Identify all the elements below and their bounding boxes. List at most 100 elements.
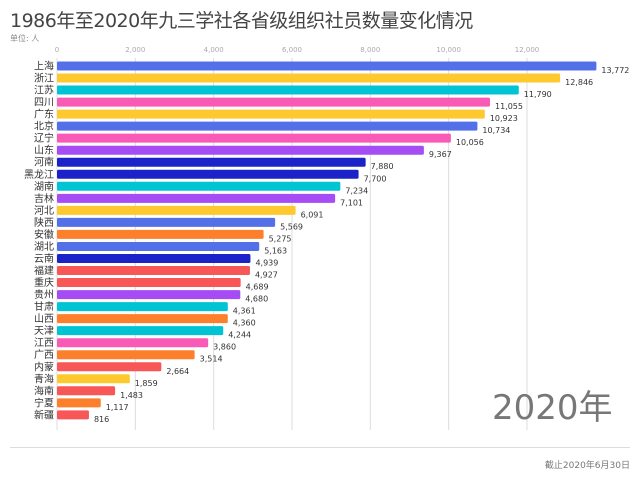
category-label: 浙江 <box>34 73 54 85</box>
category-label: 陕西 <box>34 216 54 229</box>
category-label: 江苏 <box>34 84 54 97</box>
bar <box>57 302 228 312</box>
bar <box>57 266 250 276</box>
value-label: 1,117 <box>106 403 129 412</box>
x-tick-label: 6,000 <box>282 46 302 54</box>
bar <box>57 145 424 155</box>
value-label: 7,101 <box>340 198 363 207</box>
bar <box>57 338 209 348</box>
as-of-date: 截止2020年6月30日 <box>544 461 630 471</box>
bar <box>57 362 162 372</box>
category-label: 湖北 <box>34 241 54 253</box>
category-label: 安徽 <box>34 228 54 241</box>
value-label: 7,700 <box>364 174 387 183</box>
bar <box>57 410 89 420</box>
category-label: 天津 <box>34 325 54 337</box>
chart-title: 1986年至2020年九三学社各省级组织社员数量变化情况 <box>10 10 473 32</box>
bar <box>57 374 130 384</box>
bar-chart: 0 2,000 4,000 6,000 8,000 10,000 12,000 上海 13,77… <box>24 46 629 430</box>
value-label: 4,927 <box>255 271 278 280</box>
bar <box>57 133 451 143</box>
bar <box>57 73 561 83</box>
value-label: 4,939 <box>255 258 278 267</box>
bar <box>57 61 597 71</box>
value-label: 10,734 <box>482 126 510 135</box>
value-label: 5,275 <box>269 234 292 243</box>
category-label: 云南 <box>34 252 54 265</box>
category-label: 青海 <box>34 372 54 385</box>
category-label: 四川 <box>34 98 54 109</box>
category-label: 上海 <box>34 60 54 73</box>
category-label: 贵州 <box>34 288 54 301</box>
value-label: 10,923 <box>490 114 518 123</box>
value-label: 4,360 <box>233 319 256 328</box>
category-label: 山西 <box>34 313 54 325</box>
value-label: 11,055 <box>495 102 523 111</box>
bar <box>57 193 336 203</box>
category-label: 河北 <box>34 205 54 217</box>
footer-divider <box>10 447 630 448</box>
bar <box>57 121 478 131</box>
bar <box>57 350 195 360</box>
x-tick-label: 2,000 <box>125 46 145 54</box>
unit-label: 单位: 人 <box>10 34 40 43</box>
category-label: 吉林 <box>34 192 54 205</box>
bar <box>57 241 260 251</box>
bar <box>57 290 241 300</box>
category-label: 山东 <box>34 144 54 157</box>
value-label: 4,244 <box>228 331 251 340</box>
category-label: 海南 <box>34 384 54 397</box>
x-tick-label: 8,000 <box>360 46 380 54</box>
value-label: 4,361 <box>233 307 256 316</box>
x-tick-label: 12,000 <box>515 46 540 54</box>
x-tick-label: 0 <box>55 46 59 54</box>
value-label: 3,860 <box>213 343 236 352</box>
bar <box>57 229 264 239</box>
bar <box>57 326 224 336</box>
value-label: 12,846 <box>565 78 593 87</box>
value-label: 4,680 <box>245 295 268 304</box>
category-label: 甘肃 <box>34 300 54 313</box>
value-label: 7,880 <box>371 162 394 171</box>
x-tick-label: 10,000 <box>436 46 461 54</box>
bar <box>57 217 276 227</box>
value-label: 5,569 <box>280 222 303 231</box>
x-tick-label: 4,000 <box>204 46 224 54</box>
bar <box>57 181 341 191</box>
category-label: 新疆 <box>34 408 54 421</box>
bar <box>57 253 251 263</box>
category-label: 黑龙江 <box>24 168 54 181</box>
value-label: 2,664 <box>166 367 189 376</box>
value-label: 13,772 <box>601 66 629 75</box>
value-label: 1,483 <box>120 391 143 400</box>
category-label: 内蒙 <box>34 360 54 373</box>
value-label: 9,367 <box>429 150 452 159</box>
category-label: 福建 <box>34 264 54 277</box>
value-label: 4,689 <box>246 283 269 292</box>
value-label: 3,514 <box>200 355 223 364</box>
bar <box>57 398 101 408</box>
category-label: 北京 <box>34 120 54 133</box>
bar <box>57 85 519 95</box>
bar <box>57 157 366 167</box>
category-label: 湖南 <box>34 180 54 193</box>
bar <box>57 205 296 215</box>
value-label: 1,859 <box>135 379 158 388</box>
bar <box>57 278 241 288</box>
bar <box>57 386 116 396</box>
bar <box>57 314 228 324</box>
bar <box>57 97 490 107</box>
category-label: 广东 <box>34 108 54 121</box>
category-label: 广西 <box>34 349 54 361</box>
value-label: 6,091 <box>301 210 324 219</box>
value-label: 7,234 <box>345 186 368 195</box>
category-label: 宁夏 <box>34 396 54 409</box>
value-label: 5,163 <box>264 246 287 255</box>
category-label: 重庆 <box>34 276 54 289</box>
category-label: 辽宁 <box>34 132 54 145</box>
value-label: 11,790 <box>524 90 552 99</box>
bar <box>57 109 485 119</box>
bar <box>57 169 359 179</box>
category-label: 河南 <box>34 156 54 169</box>
year-label: 2020年 <box>492 388 613 428</box>
